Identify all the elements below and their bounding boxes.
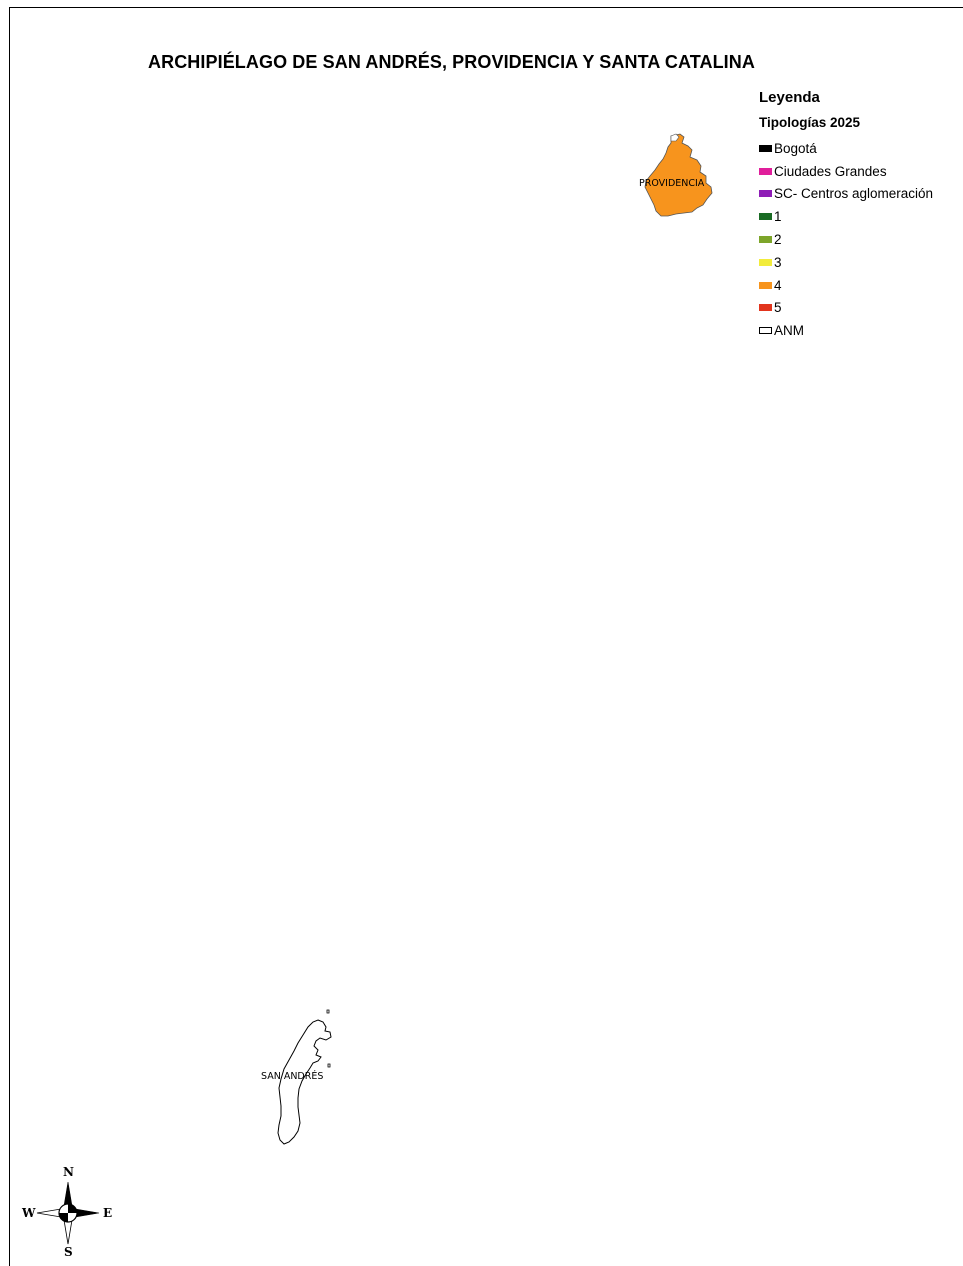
map-frame [9, 7, 963, 1266]
compass-west-label: W [21, 1206, 36, 1220]
legend: Leyenda Tipologías 2025 Bogotá Ciudades G… [759, 89, 933, 342]
legend-swatch [759, 281, 772, 289]
san-andres-shape [277, 1019, 332, 1145]
legend-item-label: Ciudades Grandes [774, 163, 887, 179]
legend-item: 3 [759, 251, 933, 274]
providencia-label: PROVIDENCIA [639, 178, 705, 189]
legend-item-label: 2 [774, 232, 782, 248]
haynes-cay-shape [327, 1063, 331, 1068]
legend-item: 5 [759, 297, 933, 320]
legend-swatch [759, 258, 772, 266]
compass-rose: N S E W [21, 1165, 112, 1259]
legend-item: 1 [759, 205, 933, 228]
santa-catalina-shape [670, 133, 680, 142]
legend-swatch [759, 304, 772, 312]
legend-item: Ciudades Grandes [759, 160, 933, 183]
legend-item: 4 [759, 274, 933, 297]
legend-title: Leyenda [759, 89, 820, 106]
legend-item: 2 [759, 228, 933, 251]
legend-item: Bogotá [759, 137, 933, 160]
providencia-island[interactable]: PROVIDENCIA [639, 133, 713, 217]
legend-swatch [759, 167, 772, 175]
johnny-cay-shape [326, 1009, 330, 1014]
legend-items: Bogotá Ciudades Grandes SC- Centros aglome… [759, 137, 933, 342]
legend-swatch [759, 190, 772, 198]
legend-subtitle: Tipologías 2025 [759, 115, 861, 130]
legend-item-label: 1 [774, 209, 782, 225]
legend-swatch [759, 144, 772, 152]
map-title: ARCHIPIÉLAGO DE SAN ANDRÉS, PROVIDENCIA … [148, 52, 755, 72]
legend-item-label: 5 [774, 300, 782, 316]
legend-item-label: ANM [774, 323, 804, 339]
compass-north-label: N [63, 1165, 74, 1179]
legend-swatch [759, 327, 772, 335]
legend-item: SC- Centros aglomeración [759, 183, 933, 206]
san-andres-island[interactable]: SAN ANDRÉS [261, 1009, 332, 1145]
legend-item: ANM [759, 319, 933, 342]
legend-item-label: Bogotá [774, 140, 817, 156]
legend-item-label: 4 [774, 277, 782, 293]
legend-swatch [759, 213, 772, 221]
compass-center-quarters [59, 1204, 77, 1222]
legend-item-label: SC- Centros aglomeración [774, 186, 934, 202]
compass-east-label: E [103, 1206, 112, 1220]
legend-swatch [759, 236, 772, 244]
legend-item-label: 3 [774, 254, 782, 270]
compass-south-label: S [64, 1245, 73, 1259]
providencia-shape [644, 133, 713, 217]
san-andres-label: SAN ANDRÉS [261, 1070, 323, 1082]
